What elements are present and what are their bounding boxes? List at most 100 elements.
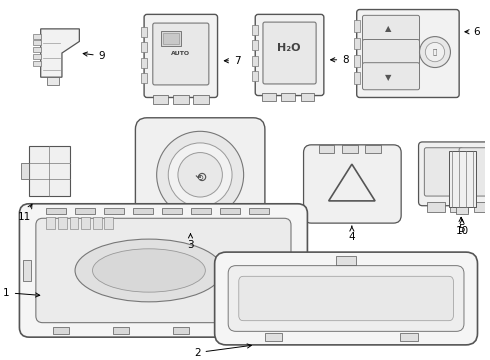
Bar	[163, 208, 182, 215]
Text: 1: 1	[3, 288, 40, 298]
Bar	[133, 208, 153, 215]
Ellipse shape	[93, 249, 205, 292]
Circle shape	[419, 37, 450, 68]
Bar	[342, 145, 358, 153]
Bar	[33, 47, 41, 52]
Bar	[354, 37, 360, 49]
Text: 8: 8	[331, 55, 349, 65]
Bar	[164, 33, 179, 44]
Text: 6: 6	[465, 27, 480, 37]
Circle shape	[178, 153, 222, 197]
Text: ⊙: ⊙	[196, 173, 204, 182]
Bar	[75, 208, 95, 215]
Bar	[366, 145, 381, 153]
Bar	[33, 61, 41, 66]
Bar	[252, 56, 258, 66]
Ellipse shape	[75, 239, 223, 302]
Bar	[104, 217, 113, 229]
Circle shape	[168, 143, 232, 207]
Bar	[252, 71, 258, 81]
Bar	[93, 217, 101, 229]
FancyBboxPatch shape	[363, 63, 419, 90]
FancyBboxPatch shape	[424, 148, 463, 196]
Text: 🔧: 🔧	[433, 49, 437, 55]
Text: 4: 4	[348, 226, 355, 242]
FancyBboxPatch shape	[135, 118, 265, 232]
Bar	[220, 208, 240, 215]
Bar	[249, 208, 269, 215]
Bar	[162, 31, 181, 46]
Bar	[81, 217, 90, 229]
Bar	[319, 145, 335, 153]
Bar	[354, 72, 360, 84]
Bar	[141, 42, 147, 52]
Bar	[153, 95, 168, 104]
FancyBboxPatch shape	[363, 15, 419, 41]
Bar	[296, 260, 303, 281]
Bar	[474, 202, 490, 212]
Text: 7: 7	[224, 56, 241, 66]
Bar	[33, 34, 41, 39]
Bar	[104, 208, 124, 215]
Bar	[48, 77, 59, 85]
FancyBboxPatch shape	[228, 266, 464, 331]
Text: ⟲: ⟲	[195, 171, 206, 185]
Bar	[53, 328, 69, 334]
Text: H₂O: H₂O	[277, 43, 301, 53]
Text: 10: 10	[456, 219, 468, 236]
Bar	[456, 207, 468, 215]
Bar	[354, 20, 360, 32]
Text: AUTO: AUTO	[172, 51, 191, 57]
FancyBboxPatch shape	[20, 204, 307, 337]
FancyBboxPatch shape	[459, 148, 490, 196]
Text: 5: 5	[458, 217, 465, 234]
Bar	[47, 217, 55, 229]
Bar	[33, 54, 41, 59]
Bar	[252, 40, 258, 50]
Bar	[24, 260, 31, 281]
FancyBboxPatch shape	[263, 22, 316, 84]
FancyBboxPatch shape	[418, 142, 490, 206]
FancyBboxPatch shape	[239, 276, 453, 321]
FancyBboxPatch shape	[357, 10, 459, 98]
Bar	[173, 328, 189, 334]
Text: 3: 3	[187, 234, 194, 250]
Bar	[194, 95, 209, 104]
Bar	[400, 333, 417, 341]
Bar	[281, 93, 295, 102]
Bar	[265, 333, 282, 341]
FancyBboxPatch shape	[153, 23, 209, 85]
Circle shape	[425, 42, 444, 62]
Bar	[450, 202, 468, 212]
Bar	[448, 150, 476, 207]
Bar	[233, 328, 248, 334]
Bar	[262, 93, 275, 102]
FancyBboxPatch shape	[215, 252, 478, 345]
Bar	[47, 208, 66, 215]
Bar	[141, 73, 147, 83]
Bar	[173, 95, 189, 104]
FancyBboxPatch shape	[363, 40, 419, 65]
Bar	[33, 40, 41, 45]
Bar	[301, 93, 314, 102]
Text: ▲: ▲	[385, 24, 392, 33]
Text: 11: 11	[18, 204, 32, 222]
Text: ▼: ▼	[385, 73, 392, 82]
Bar	[354, 55, 360, 67]
Bar	[252, 25, 258, 35]
FancyBboxPatch shape	[36, 218, 291, 323]
Bar	[113, 328, 129, 334]
Bar	[58, 217, 67, 229]
Bar	[427, 202, 444, 212]
Bar	[192, 208, 211, 215]
Bar	[337, 256, 356, 265]
FancyBboxPatch shape	[255, 14, 324, 95]
Bar	[141, 27, 147, 37]
Bar	[141, 58, 147, 68]
Bar	[70, 217, 78, 229]
Bar	[22, 163, 29, 179]
Circle shape	[157, 131, 244, 218]
Polygon shape	[41, 29, 79, 77]
FancyBboxPatch shape	[144, 14, 218, 98]
Bar	[29, 146, 70, 196]
